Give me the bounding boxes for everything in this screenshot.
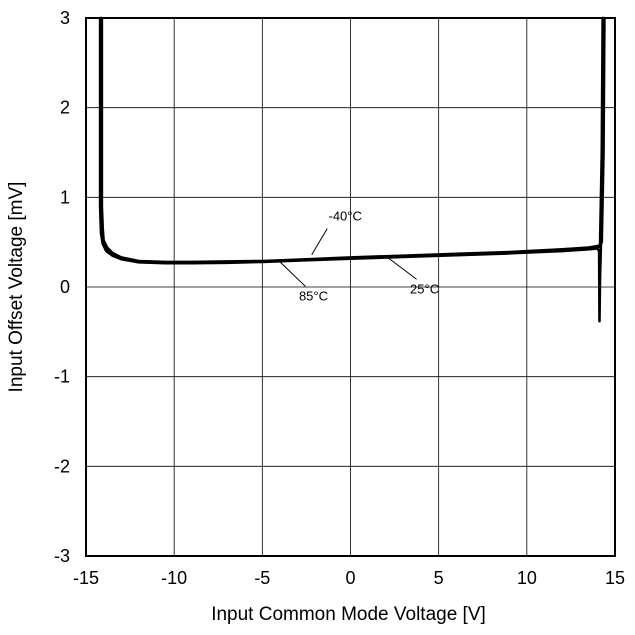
x-tick-labels: -15 -10 -5 0 5 10 15 (73, 568, 625, 588)
series-lines (98, 16, 606, 323)
x-tick-label: -15 (73, 568, 99, 588)
x-tick-label: -5 (254, 568, 270, 588)
annotation-leader (311, 228, 328, 255)
grid-lines (85, 17, 616, 557)
y-tick-label: 1 (60, 187, 70, 207)
series-line (100, 16, 606, 264)
annotation-label: 25°C (410, 281, 439, 296)
annotation-label: -40°C (329, 209, 362, 224)
x-tick-label: -10 (161, 568, 187, 588)
annotation-leader (387, 257, 417, 280)
x-axis-label: Input Common Mode Voltage [V] (211, 604, 486, 625)
y-tick-label: -1 (54, 367, 70, 387)
annotations: -40°C 25°C 85°C (279, 209, 439, 303)
x-tick-label: 15 (605, 568, 625, 588)
y-tick-label: 3 (60, 8, 70, 28)
y-axis-label: Input Offset Voltage [mV] (6, 182, 27, 393)
series-line (99, 16, 604, 265)
annotation-leader (279, 261, 306, 287)
annotation-label: 85°C (299, 288, 328, 303)
y-tick-labels: -3 -2 -1 0 1 2 3 (54, 8, 70, 566)
y-tick-label: -2 (54, 456, 70, 476)
x-tick-label: 10 (517, 568, 537, 588)
y-tick-label: -3 (54, 546, 70, 566)
x-tick-label: 5 (434, 568, 444, 588)
plot-area-frame (85, 17, 616, 557)
series-line (98, 16, 605, 323)
y-tick-label: 2 (60, 98, 70, 118)
x-tick-label: 0 (345, 568, 355, 588)
y-tick-label: 0 (60, 277, 70, 297)
